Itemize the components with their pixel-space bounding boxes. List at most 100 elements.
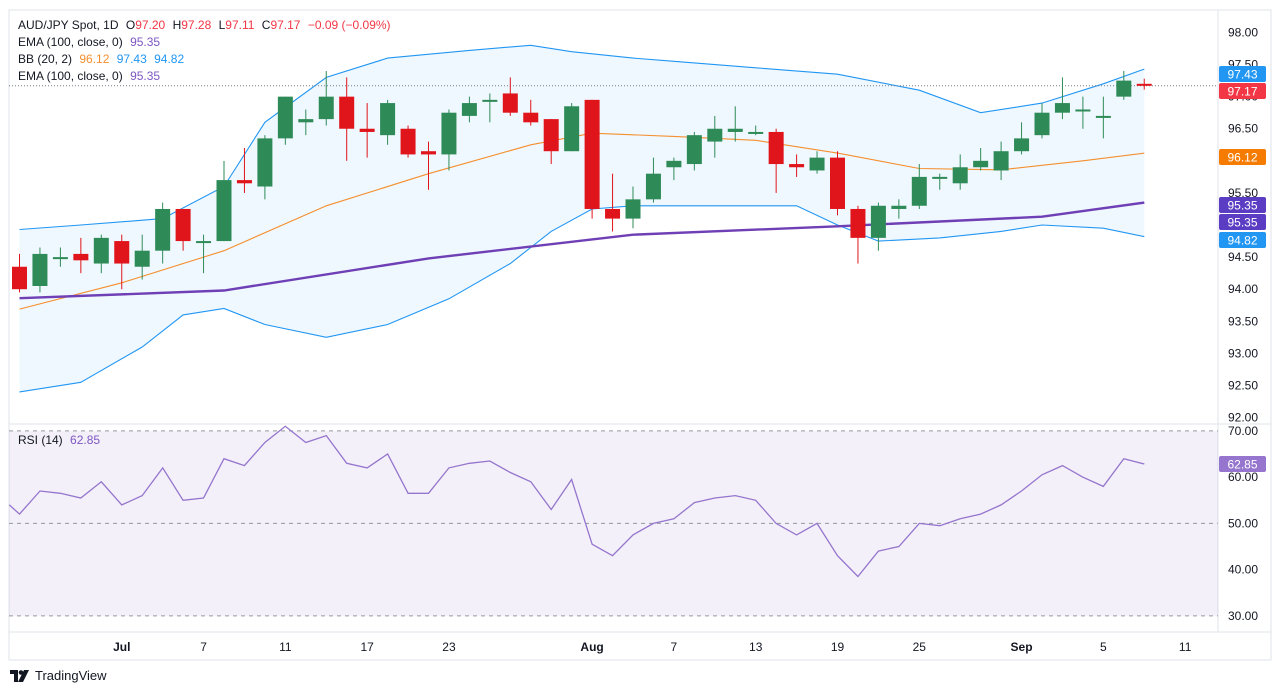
tradingview-icon [10, 669, 29, 682]
price-badge: 95.35 [1219, 197, 1266, 213]
time-tick-label: 7 [671, 640, 678, 654]
candle-body [789, 164, 805, 168]
candle[interactable] [1014, 122, 1030, 155]
rsi-tick-label: 40.00 [1228, 563, 1258, 577]
candle[interactable] [257, 135, 273, 200]
candle[interactable] [318, 70, 334, 126]
ema-legend[interactable]: EMA (100, close, 0) 95.35 [18, 34, 164, 50]
candle[interactable] [625, 186, 641, 229]
candle[interactable] [666, 157, 682, 181]
candle-body [1075, 109, 1091, 112]
candle[interactable] [891, 199, 907, 219]
candle-body [993, 151, 1009, 171]
high-value: 97.28 [181, 18, 212, 32]
candle[interactable] [298, 109, 314, 136]
candle-body [380, 103, 396, 136]
candle[interactable] [32, 247, 48, 293]
candle[interactable] [175, 208, 191, 251]
rsi-legend[interactable]: RSI (14) 62.85 [18, 432, 104, 448]
candle[interactable] [52, 247, 68, 267]
candle[interactable] [339, 77, 355, 161]
candle[interactable] [543, 119, 559, 165]
candle[interactable] [686, 131, 702, 171]
candle[interactable] [236, 148, 252, 193]
candlesticks[interactable] [12, 70, 1152, 293]
candle[interactable] [993, 141, 1009, 181]
candle[interactable] [605, 173, 621, 232]
chart-frame [8, 9, 1272, 661]
candle[interactable] [380, 99, 396, 145]
candle[interactable] [727, 106, 743, 142]
candle[interactable] [73, 237, 89, 274]
candle[interactable] [809, 151, 825, 174]
candle-body [400, 128, 416, 155]
rsi-legend-label: RSI (14) [18, 433, 63, 447]
candle-body [727, 128, 743, 132]
candle-body [216, 180, 232, 242]
candle[interactable] [1136, 78, 1152, 90]
candle[interactable] [564, 103, 580, 152]
candle[interactable] [1095, 96, 1111, 139]
candle[interactable] [850, 205, 866, 264]
candle[interactable] [645, 157, 661, 203]
bb-legend[interactable]: BB (20, 2) 96.12 97.43 94.82 [18, 51, 188, 67]
candle[interactable] [155, 202, 171, 264]
candle[interactable] [789, 154, 805, 177]
price-badges: 97.43 97.17 96.12 95.35 95.35 94.82 62.85 [1219, 66, 1266, 472]
candle[interactable] [441, 109, 457, 171]
tradingview-logo[interactable]: TradingView [10, 668, 107, 683]
candle[interactable] [482, 93, 498, 123]
price-badge-text: 96.12 [1227, 151, 1257, 165]
candle-body [564, 106, 580, 152]
price-axis[interactable]: 98.0097.5097.0096.5096.0095.5095.0094.50… [1228, 25, 1258, 622]
time-tick-label: 13 [749, 640, 763, 654]
candle[interactable] [1116, 70, 1132, 100]
candle[interactable] [277, 96, 293, 145]
candle-body [339, 96, 355, 129]
candle[interactable] [911, 164, 927, 209]
rsi-tick-label: 30.00 [1228, 609, 1258, 623]
candle[interactable] [952, 154, 968, 190]
candle[interactable] [216, 160, 232, 242]
time-tick-label: 25 [913, 640, 927, 654]
candle-body [870, 205, 886, 238]
candle[interactable] [584, 99, 600, 219]
candle[interactable] [114, 234, 130, 290]
candle-body [236, 180, 252, 184]
candle[interactable] [523, 99, 539, 126]
candle[interactable] [461, 96, 477, 123]
candle[interactable] [748, 125, 764, 136]
candle[interactable] [502, 77, 518, 116]
candle[interactable] [768, 128, 784, 193]
candle-body [298, 119, 314, 123]
candle[interactable] [870, 202, 886, 251]
candle[interactable] [134, 234, 150, 280]
candle-body [1014, 138, 1030, 152]
candle[interactable] [400, 125, 416, 158]
candle[interactable] [1054, 77, 1070, 120]
ema-legend-2[interactable]: EMA (100, close, 0) 95.35 [18, 68, 164, 84]
candle[interactable] [12, 253, 27, 293]
candle[interactable] [93, 234, 109, 274]
low-value: 97.11 [225, 18, 255, 32]
candle-body [196, 241, 212, 244]
symbol-legend[interactable]: AUD/JPY Spot, 1D O97.20 H97.28 L97.11 C9… [18, 17, 395, 33]
time-axis[interactable]: Jul 7 11 17 23 Aug 7 13 19 25 Sep 5 11 [113, 640, 1192, 654]
candle[interactable] [196, 234, 212, 274]
ema-legend-label-2: EMA (100, close, 0) [18, 69, 123, 83]
price-badge-bg [1219, 214, 1266, 230]
change-value: −0.09 (−0.09%) [307, 18, 391, 32]
time-tick-label: 19 [831, 640, 845, 654]
candle[interactable] [830, 151, 845, 216]
rsi-badge: 62.85 [1219, 455, 1266, 472]
candle[interactable] [359, 103, 375, 158]
time-tick-label: 11 [279, 640, 292, 654]
candle[interactable] [1034, 103, 1050, 139]
candle[interactable] [973, 148, 989, 171]
candle[interactable] [932, 173, 948, 190]
candle[interactable] [421, 141, 436, 190]
candle[interactable] [1075, 96, 1091, 129]
candle-body [482, 99, 498, 102]
candle[interactable] [707, 115, 723, 158]
